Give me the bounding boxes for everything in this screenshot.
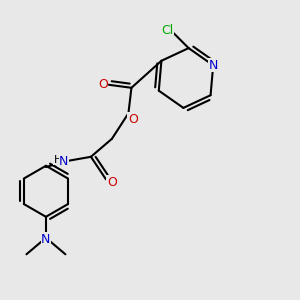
Text: Cl: Cl (161, 24, 174, 37)
Text: N: N (208, 59, 218, 72)
Text: N: N (59, 155, 69, 168)
Text: O: O (98, 78, 108, 91)
Text: O: O (107, 176, 117, 189)
Text: O: O (128, 113, 138, 126)
Text: N: N (41, 233, 51, 246)
Text: H: H (54, 155, 62, 165)
